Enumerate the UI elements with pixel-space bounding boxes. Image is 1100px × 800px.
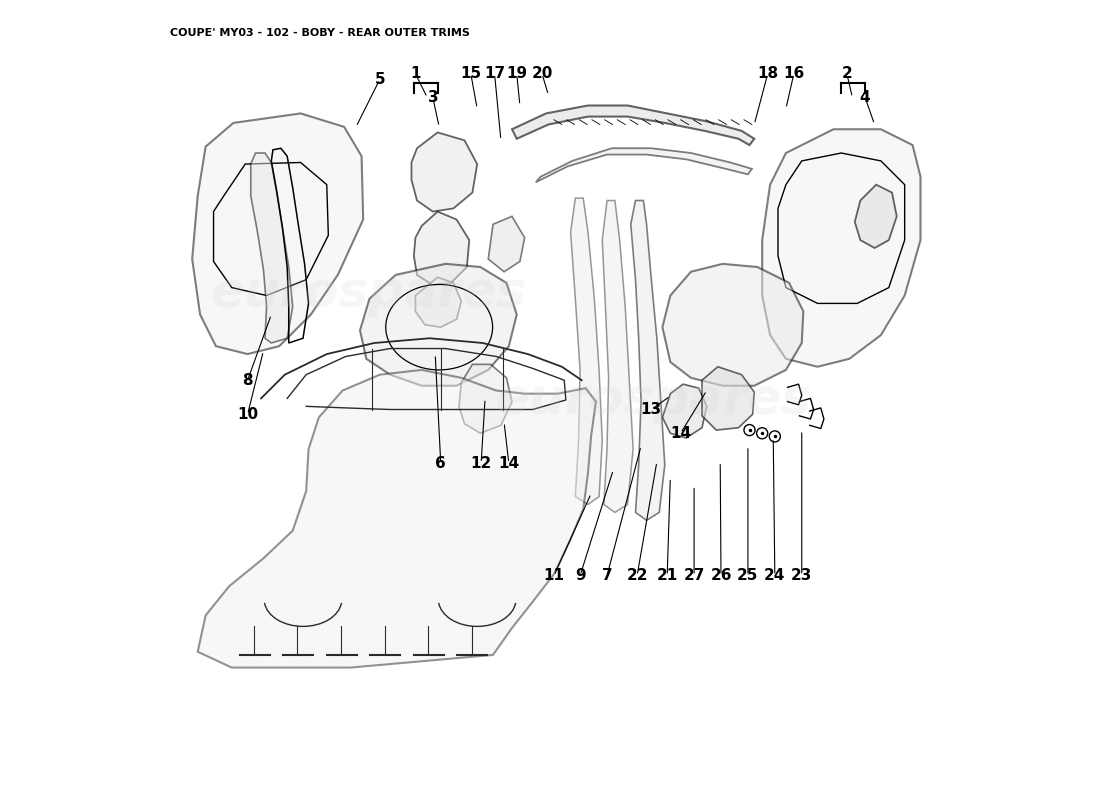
Text: 27: 27 — [683, 568, 705, 583]
Text: 16: 16 — [783, 66, 804, 82]
Text: 23: 23 — [791, 568, 813, 583]
Polygon shape — [855, 185, 896, 248]
Text: 19: 19 — [506, 66, 527, 82]
Polygon shape — [198, 370, 596, 667]
Text: 22: 22 — [626, 568, 648, 583]
Polygon shape — [488, 216, 525, 272]
Polygon shape — [603, 201, 634, 513]
Text: 10: 10 — [236, 406, 258, 422]
Text: 4: 4 — [860, 90, 870, 105]
Text: 21: 21 — [657, 568, 678, 583]
Text: 13: 13 — [641, 402, 662, 417]
Polygon shape — [459, 364, 512, 434]
Polygon shape — [416, 278, 461, 327]
Polygon shape — [414, 211, 470, 286]
Text: COUPE' MY03 - 102 - BOBY - REAR OUTER TRIMS: COUPE' MY03 - 102 - BOBY - REAR OUTER TR… — [170, 28, 470, 38]
Text: 15: 15 — [460, 66, 482, 82]
Text: 26: 26 — [711, 568, 732, 583]
Text: eurospares: eurospares — [495, 376, 811, 424]
Polygon shape — [662, 384, 706, 438]
Text: 2: 2 — [842, 66, 852, 82]
Text: 3: 3 — [428, 90, 438, 105]
Polygon shape — [536, 148, 752, 182]
Text: 24: 24 — [764, 568, 785, 583]
Text: 1: 1 — [410, 66, 420, 82]
Text: 7: 7 — [602, 568, 613, 583]
Polygon shape — [360, 264, 517, 386]
Polygon shape — [411, 133, 477, 211]
Polygon shape — [662, 264, 803, 386]
Polygon shape — [762, 130, 921, 366]
Polygon shape — [512, 106, 755, 145]
Text: 8: 8 — [242, 373, 253, 388]
Polygon shape — [702, 366, 755, 430]
Text: 12: 12 — [471, 456, 492, 471]
Text: 14: 14 — [670, 426, 691, 441]
Text: 11: 11 — [543, 568, 564, 583]
Text: 17: 17 — [484, 66, 505, 82]
Text: 9: 9 — [575, 568, 585, 583]
Polygon shape — [251, 153, 293, 343]
Polygon shape — [571, 198, 603, 505]
Text: 5: 5 — [374, 72, 385, 87]
Text: 25: 25 — [737, 568, 759, 583]
Text: 6: 6 — [436, 456, 447, 471]
Polygon shape — [630, 201, 664, 520]
Text: 14: 14 — [498, 456, 519, 471]
Text: eurospares: eurospares — [210, 269, 526, 317]
Polygon shape — [192, 114, 363, 354]
Text: 20: 20 — [531, 66, 553, 82]
Text: 18: 18 — [757, 66, 779, 82]
